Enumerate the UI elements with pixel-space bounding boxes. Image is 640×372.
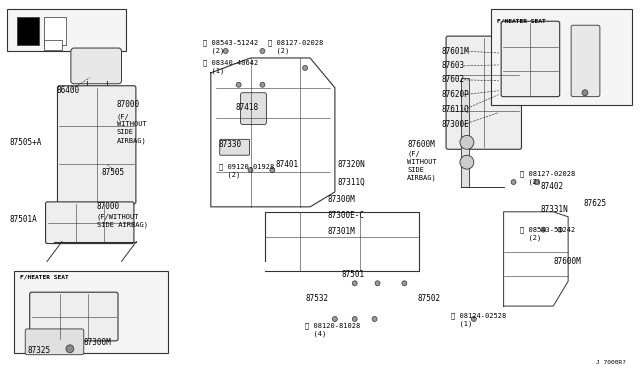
Text: ⒱ 08127-02028: ⒱ 08127-02028: [520, 171, 576, 177]
Text: 87300E-C: 87300E-C: [328, 211, 365, 220]
FancyBboxPatch shape: [220, 140, 250, 155]
Text: 87600M: 87600M: [407, 140, 435, 149]
Circle shape: [270, 168, 275, 173]
Text: 87602: 87602: [441, 75, 464, 84]
Circle shape: [303, 65, 308, 70]
Circle shape: [511, 180, 516, 185]
Text: ⒱ 08124-02528: ⒱ 08124-02528: [451, 313, 506, 319]
Text: 86400: 86400: [57, 86, 80, 95]
Text: SIDE: SIDE: [407, 167, 424, 173]
FancyBboxPatch shape: [71, 48, 122, 84]
Text: 87505+A: 87505+A: [10, 138, 42, 147]
Text: (2): (2): [520, 179, 541, 185]
FancyBboxPatch shape: [501, 21, 560, 97]
Circle shape: [557, 227, 563, 232]
Bar: [461, 78, 469, 187]
Text: 87402: 87402: [540, 183, 563, 192]
Text: 87625: 87625: [583, 199, 606, 208]
Text: Ⓜ 08543-51242: Ⓜ 08543-51242: [520, 227, 576, 233]
Text: 87320N: 87320N: [338, 160, 365, 169]
Text: (2): (2): [520, 234, 541, 241]
Text: 87603: 87603: [441, 61, 464, 70]
Text: ⒱ 08127-02028: ⒱ 08127-02028: [268, 40, 324, 46]
Circle shape: [372, 317, 377, 321]
Circle shape: [402, 281, 407, 286]
Text: (F/WITHOUT: (F/WITHOUT: [97, 214, 139, 220]
Circle shape: [236, 82, 241, 87]
Text: 87611Q: 87611Q: [441, 105, 469, 114]
Text: 87301M: 87301M: [328, 227, 356, 236]
Circle shape: [472, 317, 476, 321]
Text: 87401: 87401: [275, 160, 298, 169]
Text: (2): (2): [219, 172, 240, 178]
Text: (1): (1): [451, 321, 472, 327]
Circle shape: [582, 90, 588, 96]
Text: 87300M: 87300M: [328, 195, 356, 204]
Text: 87300E: 87300E: [441, 120, 469, 129]
Text: WITHOUT: WITHOUT: [116, 122, 147, 128]
Text: F/HEATER SEAT: F/HEATER SEAT: [20, 274, 69, 279]
Circle shape: [541, 227, 546, 232]
Text: 87300M: 87300M: [84, 338, 111, 347]
Text: 87501A: 87501A: [10, 215, 37, 224]
Text: 87000: 87000: [116, 100, 140, 109]
Text: Ⓜ 08543-51242: Ⓜ 08543-51242: [203, 40, 258, 46]
FancyBboxPatch shape: [29, 292, 118, 341]
Circle shape: [534, 180, 539, 185]
Text: 87532: 87532: [305, 294, 328, 303]
Text: 87311Q: 87311Q: [338, 177, 365, 186]
Text: 87501: 87501: [342, 270, 365, 279]
Text: 87330: 87330: [219, 140, 242, 149]
Circle shape: [260, 82, 265, 87]
FancyBboxPatch shape: [45, 202, 134, 244]
Text: WITHOUT: WITHOUT: [407, 159, 437, 165]
Bar: [14, 271, 168, 353]
Circle shape: [375, 281, 380, 286]
Text: (1): (1): [203, 68, 224, 74]
Bar: [17, 17, 39, 45]
Text: (2): (2): [203, 48, 224, 54]
Circle shape: [66, 345, 74, 353]
Text: J 7000R?: J 7000R?: [596, 360, 626, 365]
Text: AIRBAG): AIRBAG): [407, 175, 437, 181]
Text: (F/: (F/: [407, 151, 420, 157]
Text: 87325: 87325: [28, 346, 51, 355]
Bar: [7, 9, 127, 51]
FancyBboxPatch shape: [571, 25, 600, 97]
Circle shape: [352, 281, 357, 286]
Text: 87620P: 87620P: [441, 90, 469, 99]
Text: 87418: 87418: [236, 103, 259, 112]
Text: (2): (2): [268, 48, 290, 54]
Text: SIDE AIRBAG): SIDE AIRBAG): [97, 221, 148, 228]
Bar: [44, 40, 62, 50]
Text: Ⓜ 08340-40642: Ⓜ 08340-40642: [203, 60, 258, 66]
Text: F/HEATER SEAT: F/HEATER SEAT: [497, 18, 545, 23]
Text: 87000: 87000: [97, 202, 120, 211]
Bar: [491, 9, 632, 105]
Text: ⒱ 09120-01928: ⒱ 09120-01928: [219, 164, 274, 170]
Circle shape: [260, 48, 265, 54]
FancyBboxPatch shape: [58, 86, 136, 204]
Text: 87502: 87502: [417, 294, 440, 303]
Circle shape: [460, 155, 474, 169]
Text: 87601M: 87601M: [441, 46, 469, 55]
Circle shape: [223, 48, 228, 54]
Text: ⒱ 08120-81028: ⒱ 08120-81028: [305, 323, 360, 329]
Circle shape: [248, 168, 253, 173]
FancyBboxPatch shape: [25, 329, 84, 355]
Text: AIRBAG): AIRBAG): [116, 137, 147, 144]
Circle shape: [352, 317, 357, 321]
Circle shape: [332, 317, 337, 321]
FancyBboxPatch shape: [241, 93, 266, 125]
FancyBboxPatch shape: [446, 36, 522, 149]
Text: 87600M: 87600M: [553, 257, 581, 266]
Text: (4): (4): [305, 331, 326, 337]
Text: 87505: 87505: [102, 168, 125, 177]
Text: 87331N: 87331N: [540, 205, 568, 214]
Circle shape: [460, 135, 474, 149]
Text: SIDE: SIDE: [116, 129, 134, 135]
Bar: [44, 17, 66, 45]
Text: (F/: (F/: [116, 113, 129, 120]
